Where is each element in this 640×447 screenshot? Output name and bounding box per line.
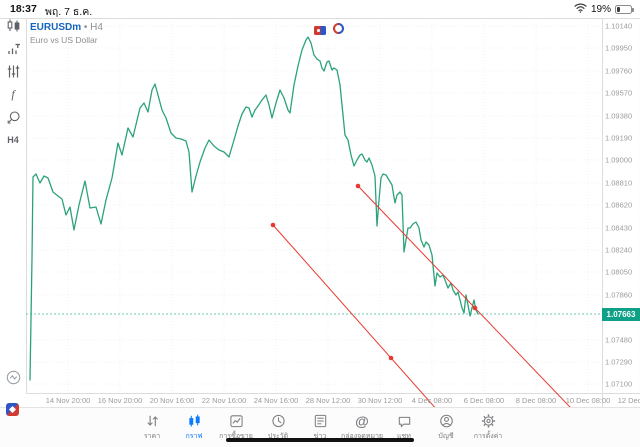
nav-tab-account[interactable]: บัญชี xyxy=(425,408,467,447)
price-axis-label: 1.09190 xyxy=(605,133,633,143)
time-axis-label: 10 Dec 08:00 xyxy=(565,396,611,405)
activity-circle-icon[interactable] xyxy=(6,370,21,390)
nav-tab-history[interactable]: ประวัติ xyxy=(257,408,299,447)
nav-tab-settings[interactable]: การตั้งค่า xyxy=(467,408,509,447)
trend-line[interactable] xyxy=(357,185,592,407)
trend-line[interactable] xyxy=(272,224,509,407)
price-axis-label: 1.07100 xyxy=(605,379,633,389)
symbol-name: EURUSDm xyxy=(30,22,82,33)
calendar-event-icons xyxy=(314,21,345,39)
time-axis-label: 6 Dec 08:00 xyxy=(463,396,505,405)
symbol-header[interactable]: EURUSDm • H4 Euro vs US Dollar xyxy=(30,22,103,45)
time-axis-label: 28 Nov 12:00 xyxy=(305,396,351,405)
timeframe-button[interactable]: H4 xyxy=(7,135,19,145)
object-select-icon[interactable] xyxy=(4,110,22,124)
event-flag-icon[interactable] xyxy=(314,25,326,35)
time-axis-label: 12 Dec 08:00 xyxy=(617,396,640,405)
battery-icon xyxy=(615,4,634,14)
time-axis-label: 4 Dec 08:00 xyxy=(411,396,453,405)
chart-candles-icon xyxy=(186,413,203,429)
price-axis-label: 1.08430 xyxy=(605,223,633,233)
price-axis-label: 1.08810 xyxy=(605,178,633,188)
chart-panel: EURUSDm • H4 Euro vs US Dollar 1.101 xyxy=(0,18,640,416)
symbol-timeframe: • H4 xyxy=(83,22,103,33)
clock-time: 18:37 xyxy=(10,3,37,15)
nav-tab-news[interactable]: ข่าว xyxy=(299,408,341,447)
symbol-description: Euro vs US Dollar xyxy=(30,34,98,45)
clock-date: พฤ. 7 ธ.ค. xyxy=(45,6,93,18)
price-axis-label: 1.09950 xyxy=(605,43,633,53)
price-line xyxy=(29,36,479,381)
trend-line-handle[interactable] xyxy=(472,305,478,311)
chart-canvas[interactable] xyxy=(0,18,640,407)
chat-bubble-icon xyxy=(396,413,413,429)
price-axis-label: 1.08050 xyxy=(605,267,633,277)
trend-line-handle[interactable] xyxy=(270,222,276,228)
battery-percent: 19% xyxy=(590,3,611,15)
time-axis-label: 16 Nov 20:00 xyxy=(97,396,143,405)
price-axis-label: 1.10140 xyxy=(605,21,633,31)
event-clock-icon[interactable] xyxy=(332,21,345,39)
home-indicator[interactable] xyxy=(226,438,414,442)
functions-icon[interactable]: f xyxy=(11,86,15,101)
price-axis-label: 1.08620 xyxy=(605,200,633,210)
news-paper-icon xyxy=(312,413,329,429)
current-price-tag: 1.07663 xyxy=(602,307,640,321)
nav-tab-trade[interactable]: การซื้อขาย xyxy=(215,408,257,447)
nav-tab-chat[interactable]: แชท xyxy=(383,408,425,447)
price-axis-label: 1.09570 xyxy=(605,88,633,98)
time-axis-label: 14 Nov 20:00 xyxy=(45,396,91,405)
price-axis-label: 1.07860 xyxy=(605,290,633,300)
trade-chart-icon xyxy=(228,413,245,429)
objects-sliders-icon[interactable] xyxy=(4,64,22,78)
settings-gear-icon xyxy=(480,413,497,429)
time-axis-label: 30 Nov 12:00 xyxy=(357,396,403,405)
wifi-icon xyxy=(574,0,587,18)
trend-line-handle[interactable] xyxy=(355,183,361,189)
drawing-toolbar: f H4 xyxy=(0,18,26,147)
quotes-arrows-icon xyxy=(144,413,161,429)
time-axis-label: 20 Nov 16:00 xyxy=(149,396,195,405)
account-person-icon xyxy=(438,413,455,429)
trend-line-handle[interactable] xyxy=(388,355,394,361)
nav-tab-chart[interactable]: กราฟ xyxy=(173,408,215,447)
chart-type-candles-icon[interactable] xyxy=(4,18,22,32)
mailbox-at-icon: @ xyxy=(355,413,369,429)
price-axis-label: 1.09380 xyxy=(605,111,633,121)
price-axis-label: 1.07480 xyxy=(605,335,633,345)
time-axis-label: 8 Dec 08:00 xyxy=(515,396,557,405)
status-bar: 18:37 พฤ. 7 ธ.ค. 19% xyxy=(0,0,640,18)
nav-tab-mailbox[interactable]: @ กล่องจดหมาย xyxy=(340,413,384,440)
nav-tab-quotes[interactable]: ราคา xyxy=(131,408,173,447)
indicators-icon[interactable] xyxy=(4,41,22,55)
time-axis-label: 24 Nov 16:00 xyxy=(253,396,299,405)
price-axis-label: 1.08240 xyxy=(605,245,633,255)
broker-logo-icon[interactable] xyxy=(6,403,19,416)
time-axis-label: 22 Nov 16:00 xyxy=(201,396,247,405)
price-axis-label: 1.09760 xyxy=(605,66,633,76)
price-axis-label: 1.07290 xyxy=(605,357,633,367)
history-clock-icon xyxy=(270,413,287,429)
price-axis-label: 1.09000 xyxy=(605,155,633,165)
